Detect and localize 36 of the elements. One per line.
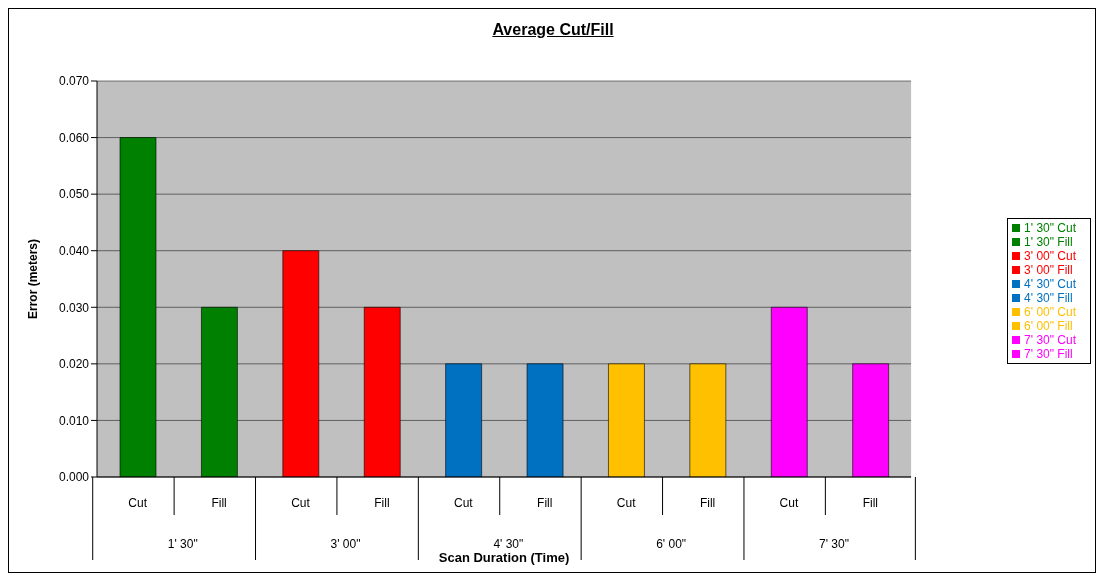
text: 1' 30" [167, 537, 198, 551]
y-tick-label: 0.020 [58, 357, 90, 372]
y-tick-label: 0.010 [58, 413, 90, 428]
legend-label: 1' 30" Fill [1024, 234, 1073, 249]
x-tick-label: Cut [291, 496, 311, 510]
legend-label: 7' 30" Fill [1024, 346, 1073, 361]
chart-title: Average Cut/Fill [491, 21, 615, 39]
x-tick-label: Cut [616, 496, 637, 510]
legend-label: 4' 30" Fill [1024, 290, 1073, 305]
x-tick-label: Fill [374, 496, 390, 510]
x-tick-label: Fill [862, 496, 879, 510]
legend-label: 3' 00" Fill [1024, 262, 1073, 277]
text: 3' 00" [330, 537, 361, 551]
y-tick-label: 0.040 [58, 243, 90, 258]
x-tick-label: Cut [779, 496, 799, 510]
legend-label: 3' 00" Cut [1024, 248, 1076, 263]
y-tick-label: 0.000 [58, 470, 90, 485]
legend-label: 1' 30" Cut [1024, 220, 1076, 235]
legend-label: 7' 30" Cut [1024, 332, 1076, 347]
x-tick-label: Cut [128, 496, 148, 510]
y-tick-label: 0.070 [58, 74, 90, 89]
text: 7' 30" [819, 537, 849, 551]
y-tick-label: 0.030 [58, 300, 90, 315]
text: 4' 30" [493, 537, 524, 551]
legend-label: 6' 00" Fill [1024, 318, 1073, 333]
legend-label: 6' 00" Cut [1024, 304, 1076, 319]
y-tick-label: 0.060 [58, 130, 90, 145]
x-tick-label: Cut [453, 496, 474, 510]
legend-label: 4' 30" Cut [1024, 276, 1076, 291]
y-tick-label: 0.050 [58, 187, 90, 202]
x-tick-label: Fill [211, 496, 227, 510]
text: 6' 00" [656, 537, 687, 551]
x-tick-label: Fill [537, 496, 553, 510]
x-tick-label: Fill [699, 496, 716, 510]
x-axis-title: Scan Duration (Time) [438, 550, 570, 565]
y-axis-title: Error (meters) [26, 238, 41, 320]
